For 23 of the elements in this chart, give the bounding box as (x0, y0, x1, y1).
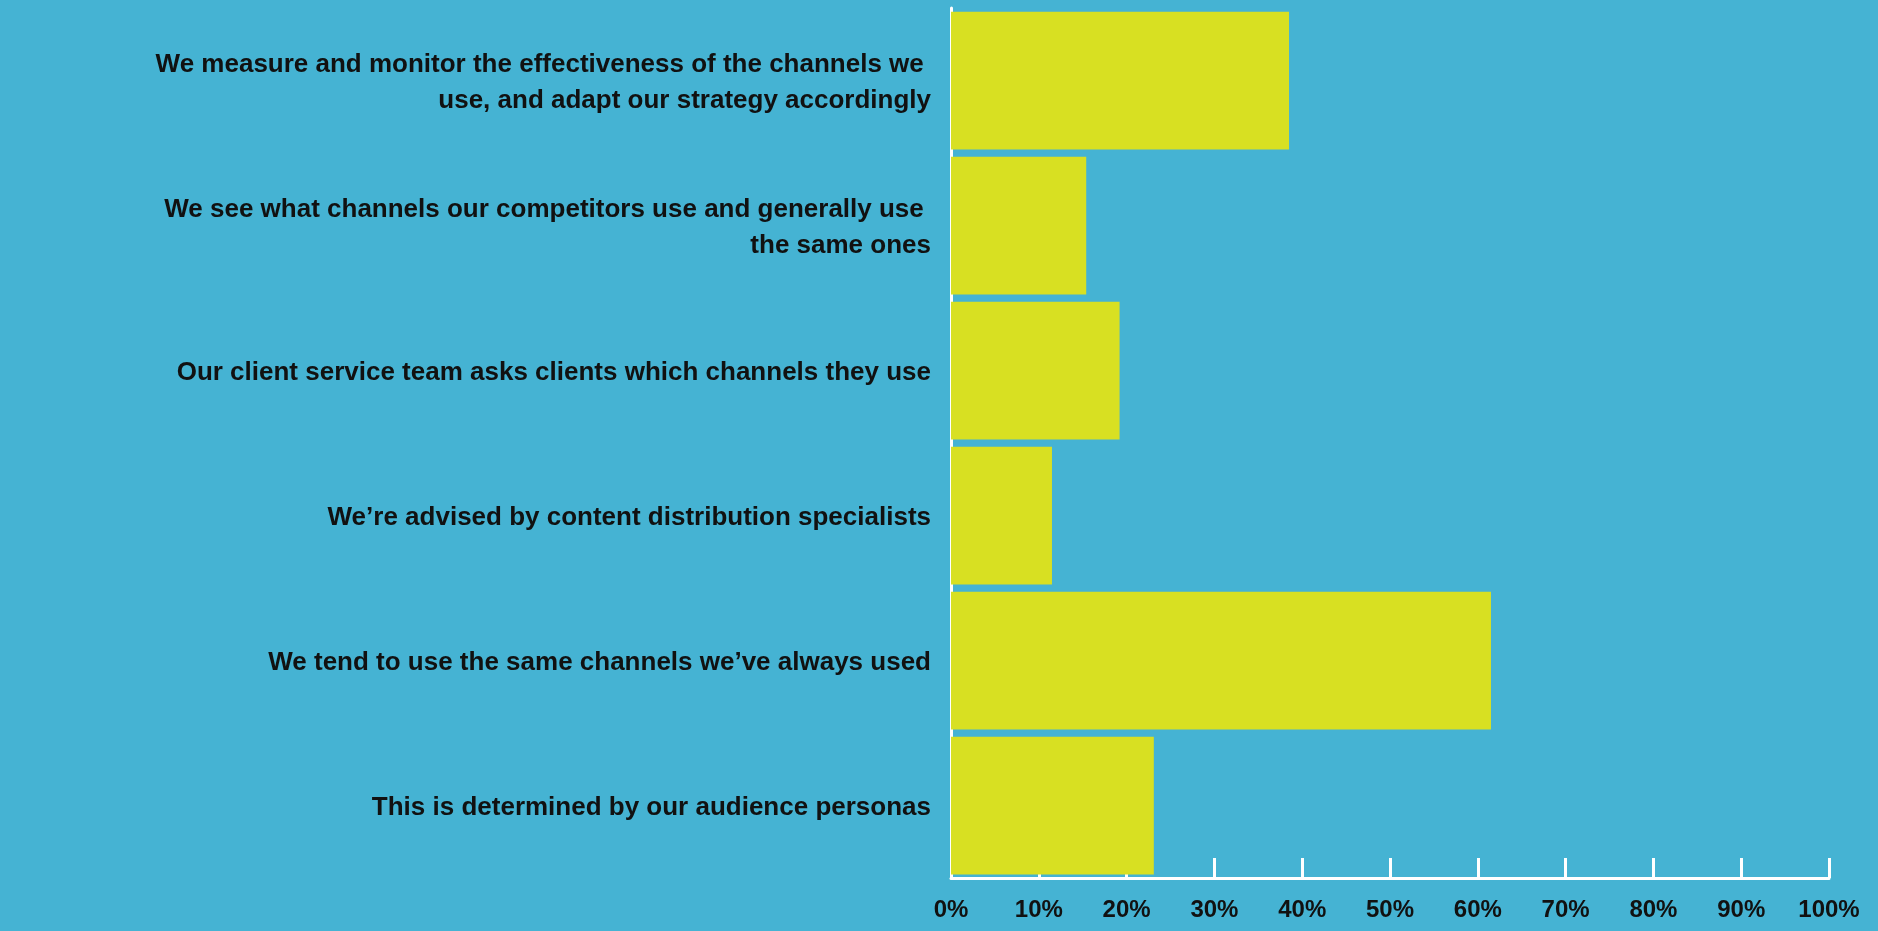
x-tick-label: 80% (1629, 894, 1678, 922)
x-tick-label: 10% (1014, 894, 1063, 922)
y-tick-label: We’re advised by content distribution specialists (327, 500, 931, 531)
x-tick-label: 50% (1365, 894, 1415, 922)
bar (951, 736, 1154, 875)
x-tick-label: 100% (1798, 894, 1860, 922)
x-tick-label: 20% (1102, 894, 1151, 922)
bar (951, 156, 1087, 295)
y-tick-label: We measure and monitor the effectiveness of the channels we use, and adapt our strategy accordingly (155, 47, 932, 114)
y-tick-label: We tend to use the same channels we’ve always used (268, 645, 931, 676)
bar (951, 446, 1052, 585)
x-tick-label: 30% (1190, 894, 1239, 922)
y-tick-label: We see what channels our competitors use and generally use the same ones (164, 192, 931, 259)
x-tick-label: 60% (1453, 894, 1502, 922)
x-tick-label: 90% (1717, 894, 1766, 922)
bar (951, 11, 1290, 150)
y-tick-label: This is determined by our audience personas (371, 790, 931, 821)
x-tick-label: 0% (933, 894, 969, 922)
y-tick-label: Our client service team asks clients which channels they use (176, 355, 931, 386)
bar (951, 591, 1491, 730)
x-tick-label: 40% (1278, 894, 1327, 922)
x-tick-label: 70% (1541, 894, 1590, 922)
bar (951, 301, 1120, 440)
